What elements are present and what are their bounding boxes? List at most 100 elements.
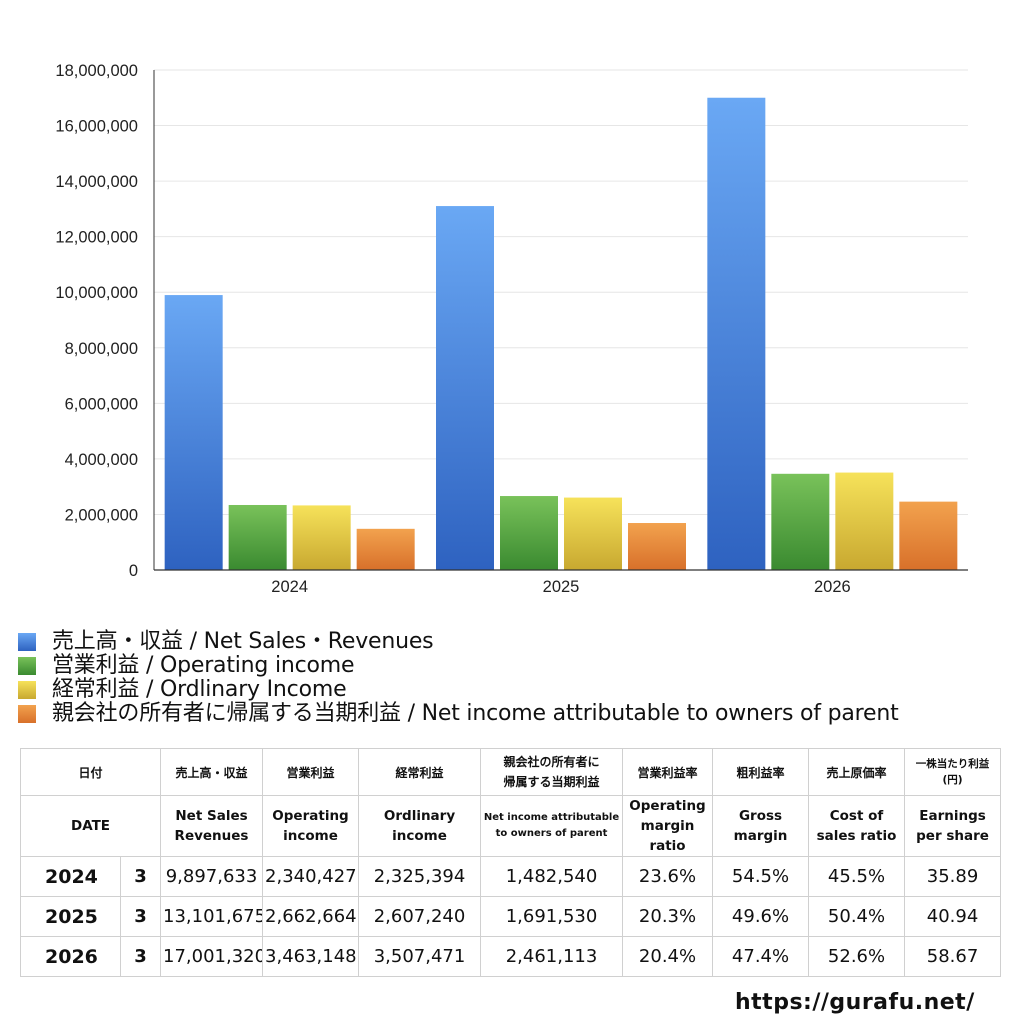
bar-2024-series-0 <box>164 295 223 570</box>
legend-swatch-sales <box>18 633 36 651</box>
cell-eps: 40.94 <box>904 896 1002 937</box>
th-cost-ratio-en-line1: Cost of <box>829 808 884 824</box>
th-eps-en-line2: per share <box>916 828 989 844</box>
bar-2024-series-1 <box>228 504 287 570</box>
th-net-jp-line2: 帰属する当期利益 <box>503 775 600 789</box>
cell-operating: 3,463,148 <box>262 936 360 977</box>
x-tick-label: 2026 <box>814 578 851 596</box>
cell-operating: 2,340,427 <box>262 856 360 897</box>
cell-month: 3 <box>119 936 162 977</box>
x-tick-label: 2024 <box>271 578 308 596</box>
th-eps-jp: 一株当たり利益 (円) <box>904 748 1002 796</box>
legend-label-sales: 売上高・収益 / Net Sales・Revenues <box>52 629 434 654</box>
th-net-jp-line1: 親会社の所有者に <box>503 755 600 769</box>
table-header-en: DATE Net Sales Revenues Operating income… <box>19 795 1002 857</box>
legend-swatch-net <box>18 705 36 723</box>
y-tick-label: 12,000,000 <box>55 229 138 247</box>
legend-item-sales: 売上高・収益 / Net Sales・Revenues <box>18 630 1008 654</box>
th-sales-en-line2: Revenues <box>174 828 249 844</box>
cell-eps: 58.67 <box>904 936 1002 977</box>
th-sales-jp: 売上高・収益 <box>160 748 264 796</box>
th-sales-en-line1: Net Sales <box>175 808 248 824</box>
y-tick-label: 10,000,000 <box>55 284 138 302</box>
th-net-en-line2: to owners of parent <box>495 828 608 839</box>
bar-2026-series-3 <box>899 501 958 570</box>
cell-gross-margin: 54.5% <box>712 856 810 897</box>
th-ordinary-en-line1: Ordlinary <box>383 808 456 824</box>
cell-net: 1,482,540 <box>480 856 624 897</box>
cell-gross-margin: 49.6% <box>712 896 810 937</box>
th-op-margin-en-line3: ratio <box>649 838 686 854</box>
cell-sales: 17,001,320 <box>160 936 264 977</box>
th-ordinary-jp: 経常利益 <box>358 748 482 796</box>
cell-op-margin: 20.4% <box>622 936 714 977</box>
x-tick-label: 2025 <box>543 578 580 596</box>
legend-swatch-ordinary <box>18 681 36 699</box>
cell-year: 2025 <box>20 896 121 937</box>
y-tick-label: 16,000,000 <box>55 118 138 136</box>
gridlines <box>154 69 968 515</box>
y-tick-label: 0 <box>129 562 138 580</box>
y-tick-label: 8,000,000 <box>65 340 138 358</box>
cell-month: 3 <box>119 856 162 897</box>
th-op-margin-jp: 営業利益率 <box>622 748 714 796</box>
bar-2026-series-1 <box>771 473 830 570</box>
th-gross-margin-en: Gross margin <box>712 795 810 857</box>
bar-2026-series-0 <box>707 97 766 570</box>
financial-table: 日付 売上高・収益 営業利益 経常利益 親会社の所有者に 帰属する当期利益 営業… <box>19 748 1002 977</box>
th-net-en: Net income attributable to owners of par… <box>480 795 624 857</box>
y-tick-label: 2,000,000 <box>65 506 138 524</box>
th-gross-margin-en-line2: margin <box>733 828 788 844</box>
legend-swatch-operating <box>18 657 36 675</box>
cell-gross-margin: 47.4% <box>712 936 810 977</box>
cell-year: 2026 <box>20 936 121 977</box>
bar-chart: 0 2,000,000 4,000,000 6,000,000 8,000,000 10,… <box>55 62 968 596</box>
th-eps-en: Earnings per share <box>904 795 1002 857</box>
th-ordinary-en-line2: income <box>392 828 447 844</box>
cell-op-margin: 23.6% <box>622 856 714 897</box>
legend-label-net: 親会社の所有者に帰属する当期利益 / Net income attributab… <box>52 701 899 726</box>
th-net-jp: 親会社の所有者に 帰属する当期利益 <box>480 748 624 796</box>
y-tick-label: 4,000,000 <box>65 451 138 469</box>
th-operating-jp: 営業利益 <box>262 748 360 796</box>
bar-2025-series-1 <box>500 496 558 570</box>
table-row-2025: 2025 3 13,101,675 2,662,664 2,607,240 1,… <box>20 896 1002 937</box>
th-op-margin-en-line1: Operating <box>629 798 706 814</box>
th-cost-ratio-en-line2: sales ratio <box>816 828 897 844</box>
legend: 売上高・収益 / Net Sales・Revenues 営業利益 / Opera… <box>18 630 1008 726</box>
cell-net: 1,691,530 <box>480 896 624 937</box>
bar-2024-series-2 <box>292 505 351 570</box>
y-tick-label: 18,000,000 <box>55 62 138 80</box>
table-header-jp: 日付 売上高・収益 営業利益 経常利益 親会社の所有者に 帰属する当期利益 営業… <box>19 748 1002 796</box>
legend-item-net: 親会社の所有者に帰属する当期利益 / Net income attributab… <box>18 702 1008 726</box>
th-cost-ratio-jp: 売上原価率 <box>808 748 906 796</box>
cell-cost-ratio: 50.4% <box>808 896 906 937</box>
legend-item-ordinary: 経常利益 / Ordlinary Income <box>18 678 1008 702</box>
th-date-jp: 日付 <box>19 748 162 796</box>
cell-sales: 9,897,633 <box>160 856 264 897</box>
th-eps-jp-line1: 一株当たり利益 <box>915 758 990 770</box>
bar-2025-series-0 <box>436 206 494 571</box>
th-ordinary-en: Ordlinary income <box>358 795 482 857</box>
table-row-2024: 2024 3 9,897,633 2,340,427 2,325,394 1,4… <box>20 856 1002 897</box>
legend-item-operating: 営業利益 / Operating income <box>18 654 1008 678</box>
th-eps-jp-line2: (円) <box>942 774 963 786</box>
bar-2026-series-2 <box>835 472 894 570</box>
th-gross-margin-en-line1: Gross <box>738 808 783 824</box>
legend-label-ordinary: 経常利益 / Ordlinary Income <box>52 677 347 702</box>
bar-2024-series-3 <box>356 528 415 570</box>
cell-operating: 2,662,664 <box>262 896 360 937</box>
cell-op-margin: 20.3% <box>622 896 714 937</box>
axes: 0 2,000,000 4,000,000 6,000,000 8,000,000 10,… <box>55 62 968 596</box>
th-cost-ratio-en: Cost of sales ratio <box>808 795 906 857</box>
bar-2025-series-2 <box>564 497 622 570</box>
bars <box>164 97 958 571</box>
th-net-en-line1: Net income attributable <box>483 812 620 823</box>
th-gross-margin-jp: 粗利益率 <box>712 748 810 796</box>
th-date-en: DATE <box>19 795 162 857</box>
cell-eps: 35.89 <box>904 856 1002 897</box>
cell-cost-ratio: 45.5% <box>808 856 906 897</box>
y-tick-label: 14,000,000 <box>55 173 138 191</box>
source-url[interactable]: https://gurafu.net/ <box>735 990 975 1015</box>
cell-year: 2024 <box>20 856 121 897</box>
